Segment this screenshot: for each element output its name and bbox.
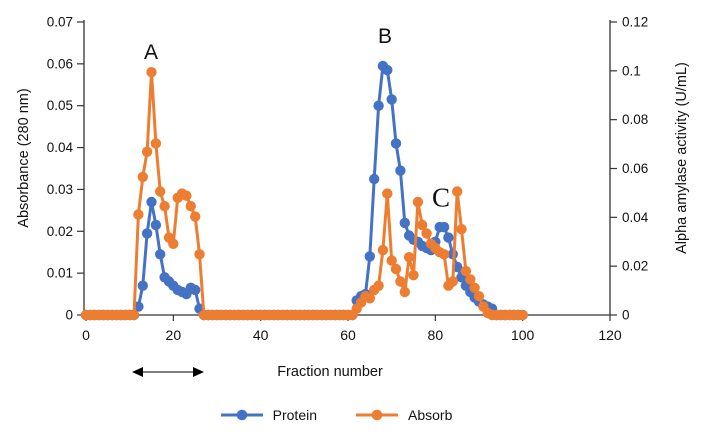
data-point-marker — [150, 219, 162, 231]
right-y-axis-ticks: 0.12 0.1 0.08 0.06 0.04 0.02 0 — [610, 15, 649, 323]
data-point-marker — [382, 188, 393, 199]
data-point-marker — [369, 173, 380, 185]
data-point-marker — [395, 165, 406, 176]
data-point-marker — [460, 265, 472, 277]
data-point-marker — [473, 291, 485, 302]
left-axis-title: Absorbance (280 nm) — [16, 88, 32, 228]
data-point-marker — [146, 196, 157, 208]
data-point-marker — [373, 280, 384, 291]
data-point-marker — [395, 276, 406, 287]
data-point-marker — [399, 286, 410, 298]
left-y-tick-label: 0.02 — [47, 224, 73, 239]
data-point-marker — [412, 196, 424, 208]
data-point-marker — [517, 309, 528, 321]
data-point-marker — [364, 251, 375, 262]
data-point-marker — [386, 94, 397, 105]
data-point-marker — [469, 282, 480, 293]
data-point-marker — [137, 280, 148, 291]
legend-label-protein: Protein — [272, 407, 317, 423]
right-y-tick-label: 0.06 — [622, 161, 648, 176]
data-point-marker — [390, 138, 402, 149]
left-y-axis-ticks: 0.07 0.06 0.05 0.04 0.03 0.02 0.01 0 — [47, 15, 84, 323]
x-tick-label: 0 — [82, 327, 90, 343]
x-tick-label: 40 — [253, 327, 269, 343]
data-point-marker — [390, 263, 402, 275]
fraction-range-arrow-icon — [132, 367, 204, 377]
data-point-marker — [133, 209, 144, 220]
right-y-tick-label: 0.1 — [622, 63, 641, 78]
data-point-marker — [421, 228, 432, 239]
legend: Protein Absorb — [0, 407, 672, 423]
left-y-tick-label: 0.03 — [47, 182, 73, 197]
right-y-tick-label: 0.12 — [622, 15, 648, 30]
right-y-tick-label: 0.04 — [622, 210, 649, 225]
x-axis-title: Fraction number — [277, 364, 383, 380]
data-point-marker — [168, 238, 179, 249]
data-point-marker — [443, 232, 454, 243]
left-y-tick-label: 0.04 — [47, 140, 74, 155]
data-point-marker — [417, 219, 428, 231]
x-tick-label: 120 — [598, 327, 622, 343]
data-point-marker — [150, 138, 162, 149]
data-point-marker — [386, 255, 397, 266]
data-point-marker — [438, 221, 450, 233]
absorb-line-marker-icon — [356, 409, 398, 421]
right-y-tick-label: 0 — [622, 308, 630, 323]
legend-label-absorb: Absorb — [408, 407, 453, 423]
right-y-tick-label: 0.08 — [622, 112, 648, 127]
data-point-marker — [373, 100, 384, 111]
data-point-marker — [181, 190, 192, 201]
x-tick-label: 20 — [166, 327, 182, 343]
data-point-marker — [364, 293, 375, 304]
data-point-marker — [155, 186, 166, 197]
x-tick-label: 100 — [511, 327, 535, 343]
data-point-marker — [465, 274, 476, 285]
right-axis-title: Alpha amylase activity (U/mL) — [674, 62, 690, 254]
data-point-marker — [399, 217, 410, 229]
left-y-tick-label: 0.07 — [47, 15, 73, 30]
data-point-marker — [141, 228, 153, 239]
series-absorb — [80, 67, 528, 321]
data-point-marker — [185, 201, 196, 212]
data-point-marker — [190, 211, 201, 222]
data-point-marker — [456, 224, 467, 235]
peak-label-B: B — [377, 25, 393, 48]
data-point-marker — [190, 284, 201, 296]
legend-item-protein: Protein — [220, 407, 317, 423]
right-y-tick-label: 0.02 — [622, 259, 648, 274]
x-tick-label: 80 — [428, 327, 444, 343]
left-y-tick-label: 0 — [65, 308, 73, 323]
data-point-marker — [137, 171, 148, 183]
data-point-marker — [128, 309, 140, 321]
data-point-marker — [403, 252, 415, 263]
legend-item-absorb: Absorb — [355, 407, 452, 423]
protein-line-marker-icon — [220, 409, 263, 421]
x-axis-ticks: 0 20 40 60 80 100 120 — [82, 315, 622, 343]
data-point-marker — [377, 244, 389, 256]
data-point-marker — [447, 276, 458, 287]
data-point-marker — [159, 201, 170, 212]
left-y-tick-label: 0.06 — [47, 56, 73, 71]
left-y-tick-label: 0.05 — [47, 98, 73, 113]
data-point-marker — [408, 270, 419, 281]
data-point-marker — [141, 146, 153, 157]
data-point-marker — [194, 249, 205, 260]
data-point-marker — [452, 186, 463, 197]
left-y-tick-label: 0.01 — [47, 266, 73, 281]
peak-label-C: C — [431, 182, 451, 213]
x-tick-label: 60 — [340, 327, 356, 343]
data-point-marker — [155, 249, 166, 260]
data-point-marker — [438, 249, 450, 260]
data-point-marker — [382, 64, 393, 76]
peak-label-A: A — [143, 41, 159, 64]
data-point-marker — [146, 67, 157, 78]
